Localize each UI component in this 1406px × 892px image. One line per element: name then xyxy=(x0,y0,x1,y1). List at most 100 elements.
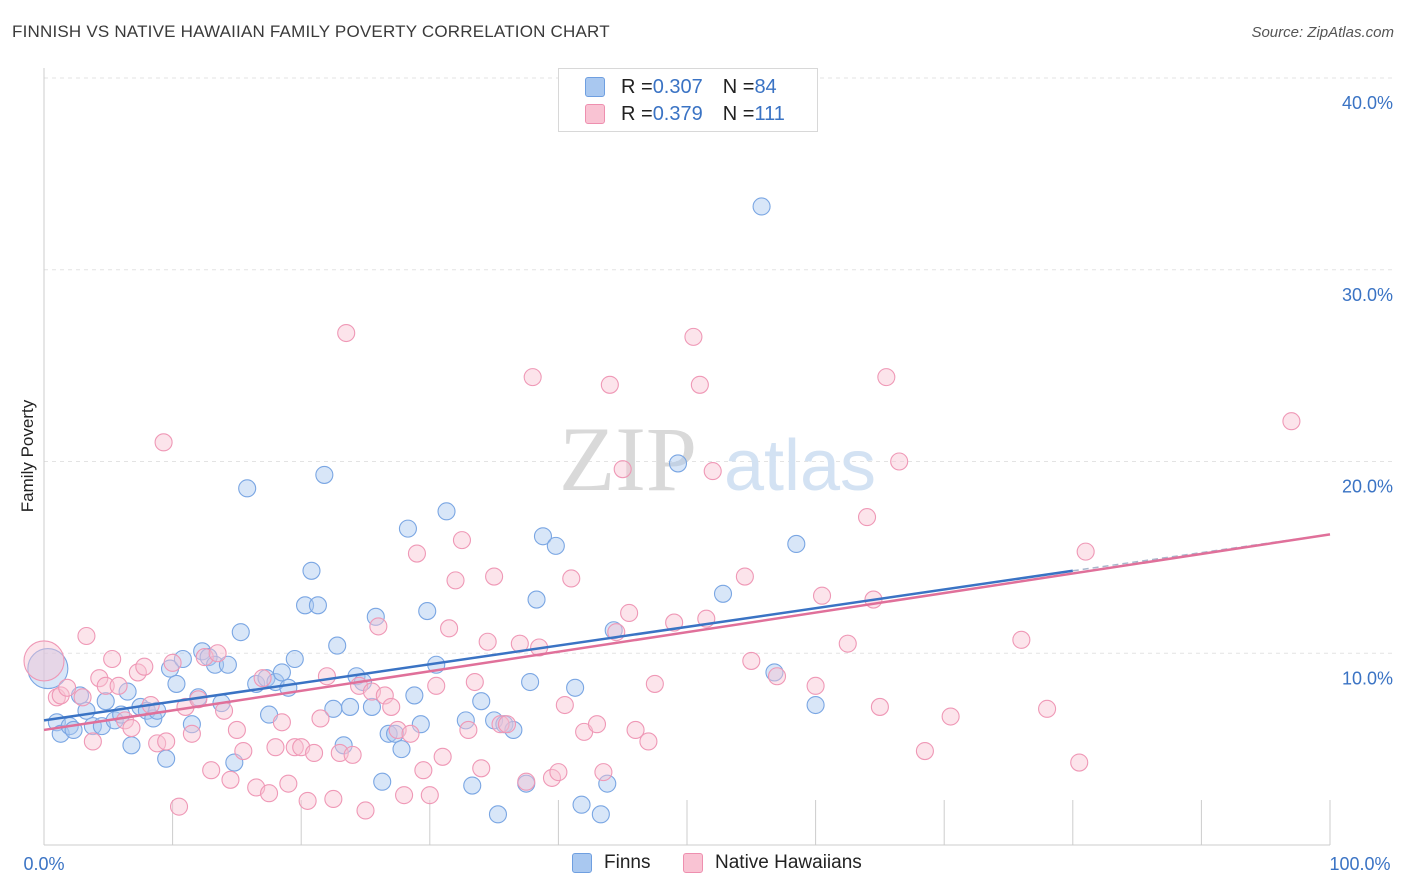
point-hawaiians xyxy=(208,644,227,663)
legend-n-value: 84 xyxy=(754,75,777,98)
legend-n-value: 111 xyxy=(754,102,785,125)
point-hawaiians xyxy=(478,632,497,651)
point-finns xyxy=(238,479,257,498)
point-hawaiians xyxy=(369,617,388,636)
point-hawaiians xyxy=(517,772,536,791)
point-hawaiians xyxy=(157,732,176,751)
bottom-legend-finns: Finns xyxy=(572,852,650,874)
bottom-legend-hawaiians: Native Hawaiians xyxy=(683,852,862,874)
point-hawaiians xyxy=(587,715,607,734)
x-tick-label: 0.0% xyxy=(23,854,64,874)
point-hawaiians xyxy=(857,508,877,527)
point-hawaiians xyxy=(253,669,272,688)
point-hawaiians xyxy=(1038,699,1057,718)
point-hawaiians xyxy=(324,789,343,809)
point-hawaiians xyxy=(279,774,298,793)
point-hawaiians xyxy=(148,734,167,753)
legend-r-value: 0.379 xyxy=(652,102,703,125)
legend-n-label: N = xyxy=(722,75,755,98)
point-finns xyxy=(787,534,806,554)
point-hawaiians xyxy=(645,674,664,693)
point-hawaiians xyxy=(767,667,787,686)
bottom-legend-label-hawaiians: Native Hawaiians xyxy=(715,852,862,873)
legend-swatch-hawaiians xyxy=(585,104,605,124)
point-hawaiians xyxy=(877,368,896,387)
data-points xyxy=(23,197,1301,824)
point-hawaiians xyxy=(317,667,336,686)
trend-lines xyxy=(43,533,1331,732)
x-tick-label: 100.0% xyxy=(1329,854,1390,874)
point-hawaiians xyxy=(202,761,221,780)
bottom-legend-swatch-hawaiians xyxy=(683,853,703,873)
point-hawaiians xyxy=(73,688,92,707)
point-hawaiians xyxy=(690,375,709,394)
axes xyxy=(43,68,1331,846)
point-finns xyxy=(205,655,225,674)
point-hawaiians xyxy=(549,763,568,782)
point-hawaiians xyxy=(227,720,246,740)
point-finns xyxy=(488,805,508,824)
point-hawaiians xyxy=(446,571,465,590)
point-hawaiians xyxy=(103,649,122,669)
point-hawaiians xyxy=(465,672,484,692)
point-finns xyxy=(527,590,546,609)
point-hawaiians xyxy=(626,720,645,740)
point-hawaiians xyxy=(491,715,510,734)
point-hawaiians xyxy=(1282,412,1301,431)
point-finns xyxy=(173,649,192,669)
grid-lines xyxy=(44,77,1392,654)
point-hawaiians xyxy=(122,718,141,738)
point-hawaiians xyxy=(472,759,491,778)
point-finns xyxy=(713,584,733,603)
point-finns xyxy=(546,536,565,555)
point-hawaiians xyxy=(890,452,909,471)
point-hawaiians xyxy=(620,603,639,623)
legend-r-label: R = xyxy=(621,75,653,98)
point-hawaiians xyxy=(838,634,857,653)
point-finns xyxy=(806,695,825,715)
point-finns xyxy=(296,596,315,615)
point-hawaiians xyxy=(311,709,330,728)
point-finns xyxy=(379,724,398,743)
point-hawaiians xyxy=(266,738,285,757)
point-hawaiians xyxy=(395,786,414,805)
y-tick-label: 10.0% xyxy=(1342,668,1393,688)
point-hawaiians xyxy=(23,640,65,682)
y-axis-label: Family Poverty xyxy=(18,399,37,512)
point-hawaiians xyxy=(77,626,96,646)
point-hawaiians xyxy=(420,786,439,805)
watermark: ZIP atlas xyxy=(559,408,876,510)
point-hawaiians xyxy=(214,701,234,720)
point-finns xyxy=(472,692,491,711)
point-finns xyxy=(231,623,250,642)
y-tick-label: 20.0% xyxy=(1342,477,1393,497)
legend: R = 0.307 N = 84 R = 0.379 N = 111 xyxy=(558,68,818,132)
trend-line-finns xyxy=(43,569,1073,722)
legend-swatch-finns xyxy=(585,77,605,97)
point-finns xyxy=(392,740,411,759)
point-hawaiians xyxy=(96,676,115,695)
point-finns xyxy=(521,672,540,692)
point-hawaiians xyxy=(58,678,77,697)
legend-n-label: N = xyxy=(722,102,755,125)
point-hawaiians xyxy=(401,724,420,743)
point-finns xyxy=(308,596,327,615)
bottom-legend-swatch-finns xyxy=(572,853,592,873)
point-finns xyxy=(405,686,424,705)
point-hawaiians xyxy=(555,695,574,715)
point-hawaiians xyxy=(135,657,154,676)
point-hawaiians xyxy=(298,791,317,810)
point-hawaiians xyxy=(562,569,581,588)
point-hawaiians xyxy=(285,738,304,757)
point-finns xyxy=(398,519,417,538)
point-finns xyxy=(199,648,218,667)
point-finns xyxy=(27,648,69,690)
point-hawaiians xyxy=(594,763,613,782)
point-finns xyxy=(272,663,291,682)
point-hawaiians xyxy=(684,327,703,346)
legend-row-finns: R = 0.307 N = 84 xyxy=(585,75,777,99)
legend-row-hawaiians: R = 0.379 N = 111 xyxy=(585,102,785,126)
point-hawaiians xyxy=(407,544,426,563)
point-finns xyxy=(167,674,186,693)
point-hawaiians xyxy=(1012,630,1031,649)
